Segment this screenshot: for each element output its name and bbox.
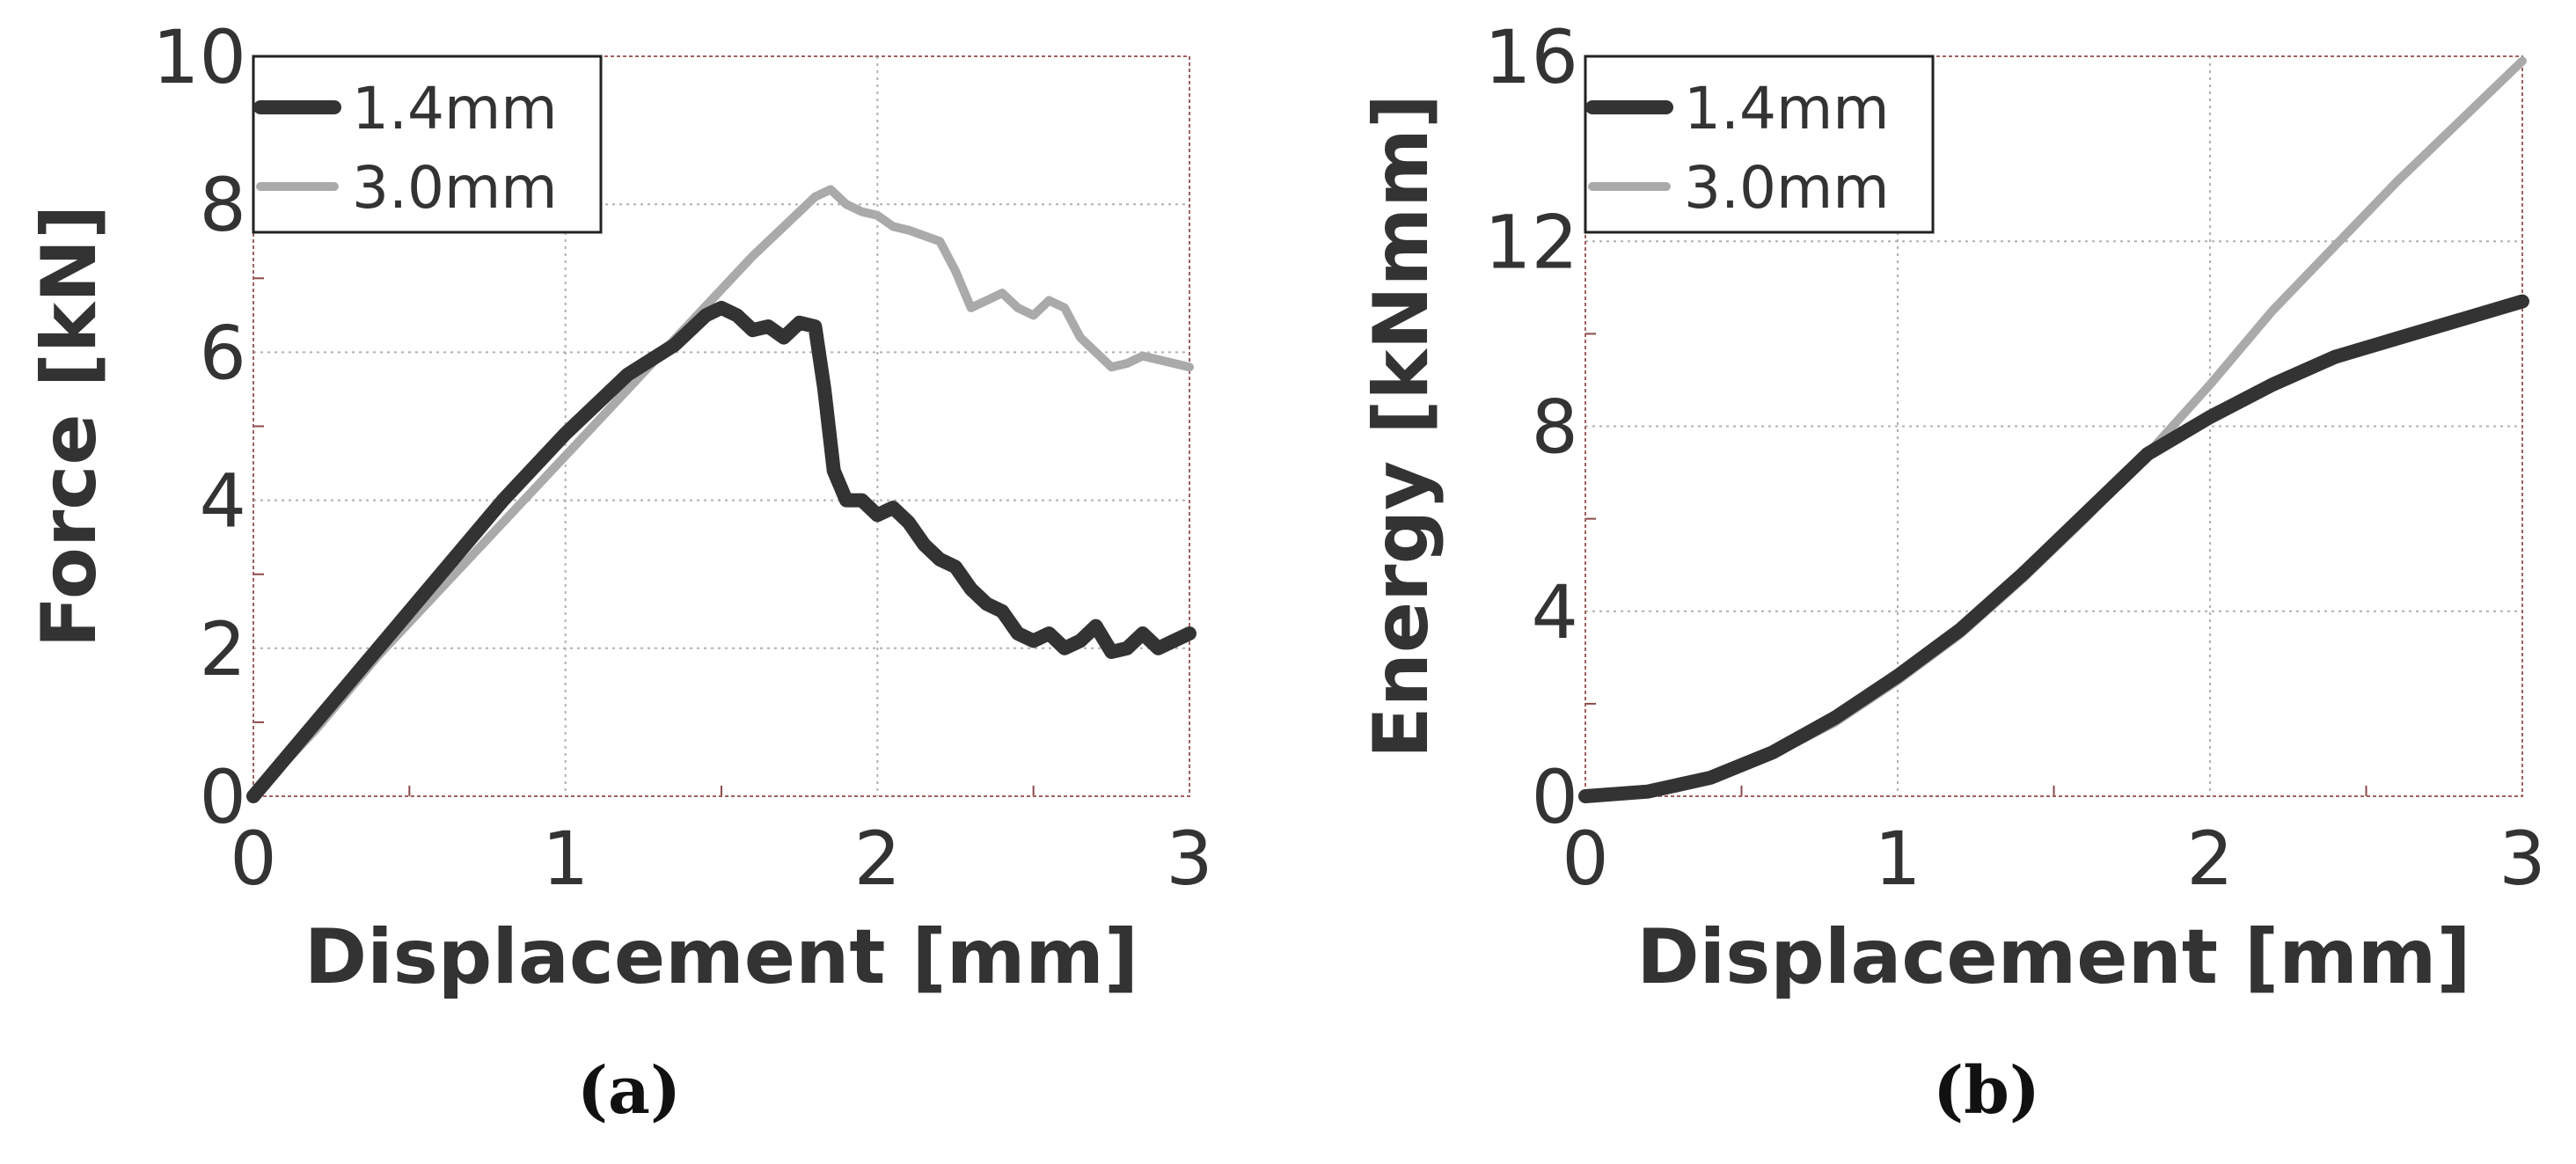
legend: 1.4mm 3.0mm (252, 55, 603, 234)
y-tick-label: 0 (200, 754, 246, 840)
y-tick-label: 10 (152, 14, 246, 100)
y-tick-label: 8 (1532, 384, 1578, 471)
series-line-1.4mm (1578, 294, 2529, 803)
x-tick-label: 1 (1874, 816, 1921, 902)
caption-b: (b) (1933, 1053, 2040, 1129)
y-tick-label: 8 (200, 162, 246, 248)
y-tick-label: 16 (1484, 14, 1578, 100)
y-tick-label: 6 (200, 310, 246, 396)
y-tick-label: 4 (1532, 569, 1578, 655)
y-axis-label: Force [kN] (26, 205, 113, 648)
plot-border (252, 55, 1190, 797)
legend-label: 1.4mm (352, 75, 558, 143)
legend: 1.4mm 3.0mm (1584, 55, 1935, 234)
y-tick-label: 4 (200, 458, 246, 545)
x-tick-label: 0 (230, 816, 276, 902)
x-tick-label: 2 (854, 816, 901, 902)
y-tick-label: 2 (200, 606, 246, 692)
legend-box (1584, 55, 1935, 234)
x-axis-label: Displacement [mm] (1636, 913, 2470, 1001)
legend-label: 3.0mm (1684, 154, 1890, 222)
x-tick-label: 3 (2499, 816, 2545, 902)
plot-border (1584, 55, 2523, 797)
x-tick-label: 3 (1166, 816, 1212, 902)
series-line-1.4mm (246, 300, 1197, 803)
x-tick-label: 0 (1562, 816, 1608, 902)
caption-a: (a) (577, 1053, 681, 1129)
panel-a-force-chart: 0 1 2 3 0 2 4 6 8 10 Displacement [mm] Force [kN] 1.… (26, 14, 1213, 1001)
legend-box (252, 55, 603, 234)
legend-label: 1.4mm (1684, 75, 1890, 143)
y-axis-label: Energy [kNmm] (1358, 94, 1445, 758)
x-axis-label: Displacement [mm] (304, 913, 1138, 1001)
x-tick-label: 2 (2186, 816, 2233, 902)
y-tick-label: 0 (1532, 754, 1578, 840)
y-tick-label: 12 (1484, 199, 1578, 285)
legend-label: 3.0mm (352, 154, 558, 222)
x-tick-label: 1 (542, 816, 589, 902)
series-line-3.0mm (249, 185, 1194, 801)
